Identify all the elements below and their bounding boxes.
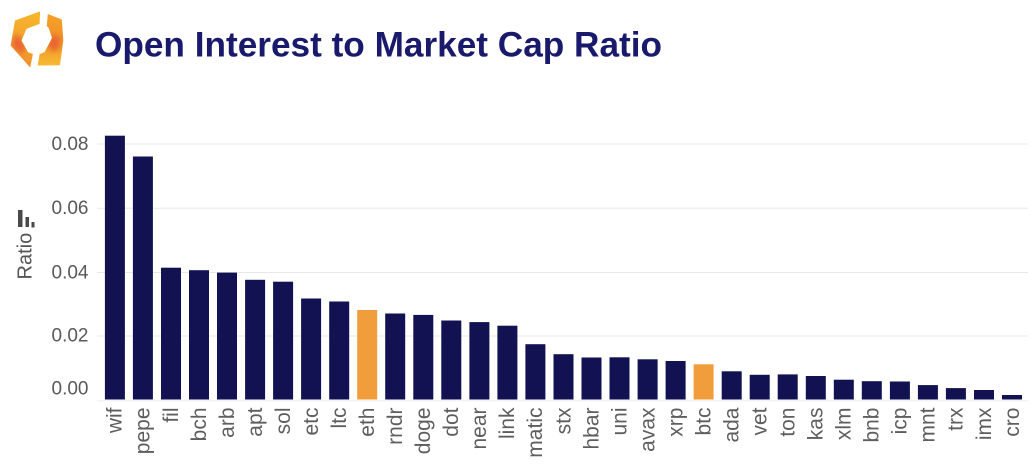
svg-text:uni: uni (608, 408, 631, 436)
svg-text:link: link (496, 407, 519, 439)
svg-text:sol: sol (272, 408, 295, 435)
svg-text:0.00: 0.00 (52, 378, 89, 399)
svg-text:imx: imx (973, 407, 996, 440)
svg-text:0.04: 0.04 (52, 262, 89, 283)
svg-text:xrp: xrp (664, 408, 687, 437)
svg-text:etc: etc (300, 408, 323, 436)
svg-text:doge: doge (412, 408, 435, 455)
svg-text:rndr: rndr (384, 408, 407, 445)
svg-text:mnt: mnt (917, 407, 940, 442)
svg-text:ltc: ltc (328, 408, 351, 429)
svg-text:kas: kas (805, 408, 828, 441)
svg-text:trx: trx (945, 407, 968, 431)
svg-text:icp: icp (889, 408, 912, 435)
svg-text:bnb: bnb (861, 408, 884, 443)
svg-text:wif: wif (104, 407, 127, 434)
svg-text:hbar: hbar (580, 407, 603, 449)
svg-text:ada: ada (721, 407, 744, 442)
svg-text:0.08: 0.08 (52, 134, 89, 155)
svg-text:ton: ton (777, 408, 800, 437)
svg-text:avax: avax (636, 407, 659, 452)
svg-text:dot: dot (440, 407, 463, 436)
svg-text:Open Interest to Market Cap Ra: Open Interest to Market Cap Ratio (95, 26, 662, 65)
svg-text:fil: fil (160, 408, 183, 423)
svg-text:0.02: 0.02 (52, 326, 89, 347)
svg-text:stx: stx (552, 407, 575, 434)
svg-text:vet: vet (749, 407, 772, 435)
svg-text:arb: arb (216, 408, 239, 438)
svg-text:matic: matic (524, 408, 547, 458)
svg-text:0.06: 0.06 (52, 198, 89, 219)
svg-text:bch: bch (188, 408, 211, 442)
svg-text:cro: cro (1001, 408, 1024, 437)
svg-text:Ratio: Ratio (15, 233, 37, 280)
svg-text:btc: btc (692, 408, 715, 436)
svg-text:apt: apt (244, 407, 267, 436)
svg-text:near: near (468, 407, 491, 449)
svg-text:pepe: pepe (132, 408, 155, 455)
svg-text:eth: eth (356, 408, 379, 437)
svg-text:xlm: xlm (833, 408, 856, 441)
